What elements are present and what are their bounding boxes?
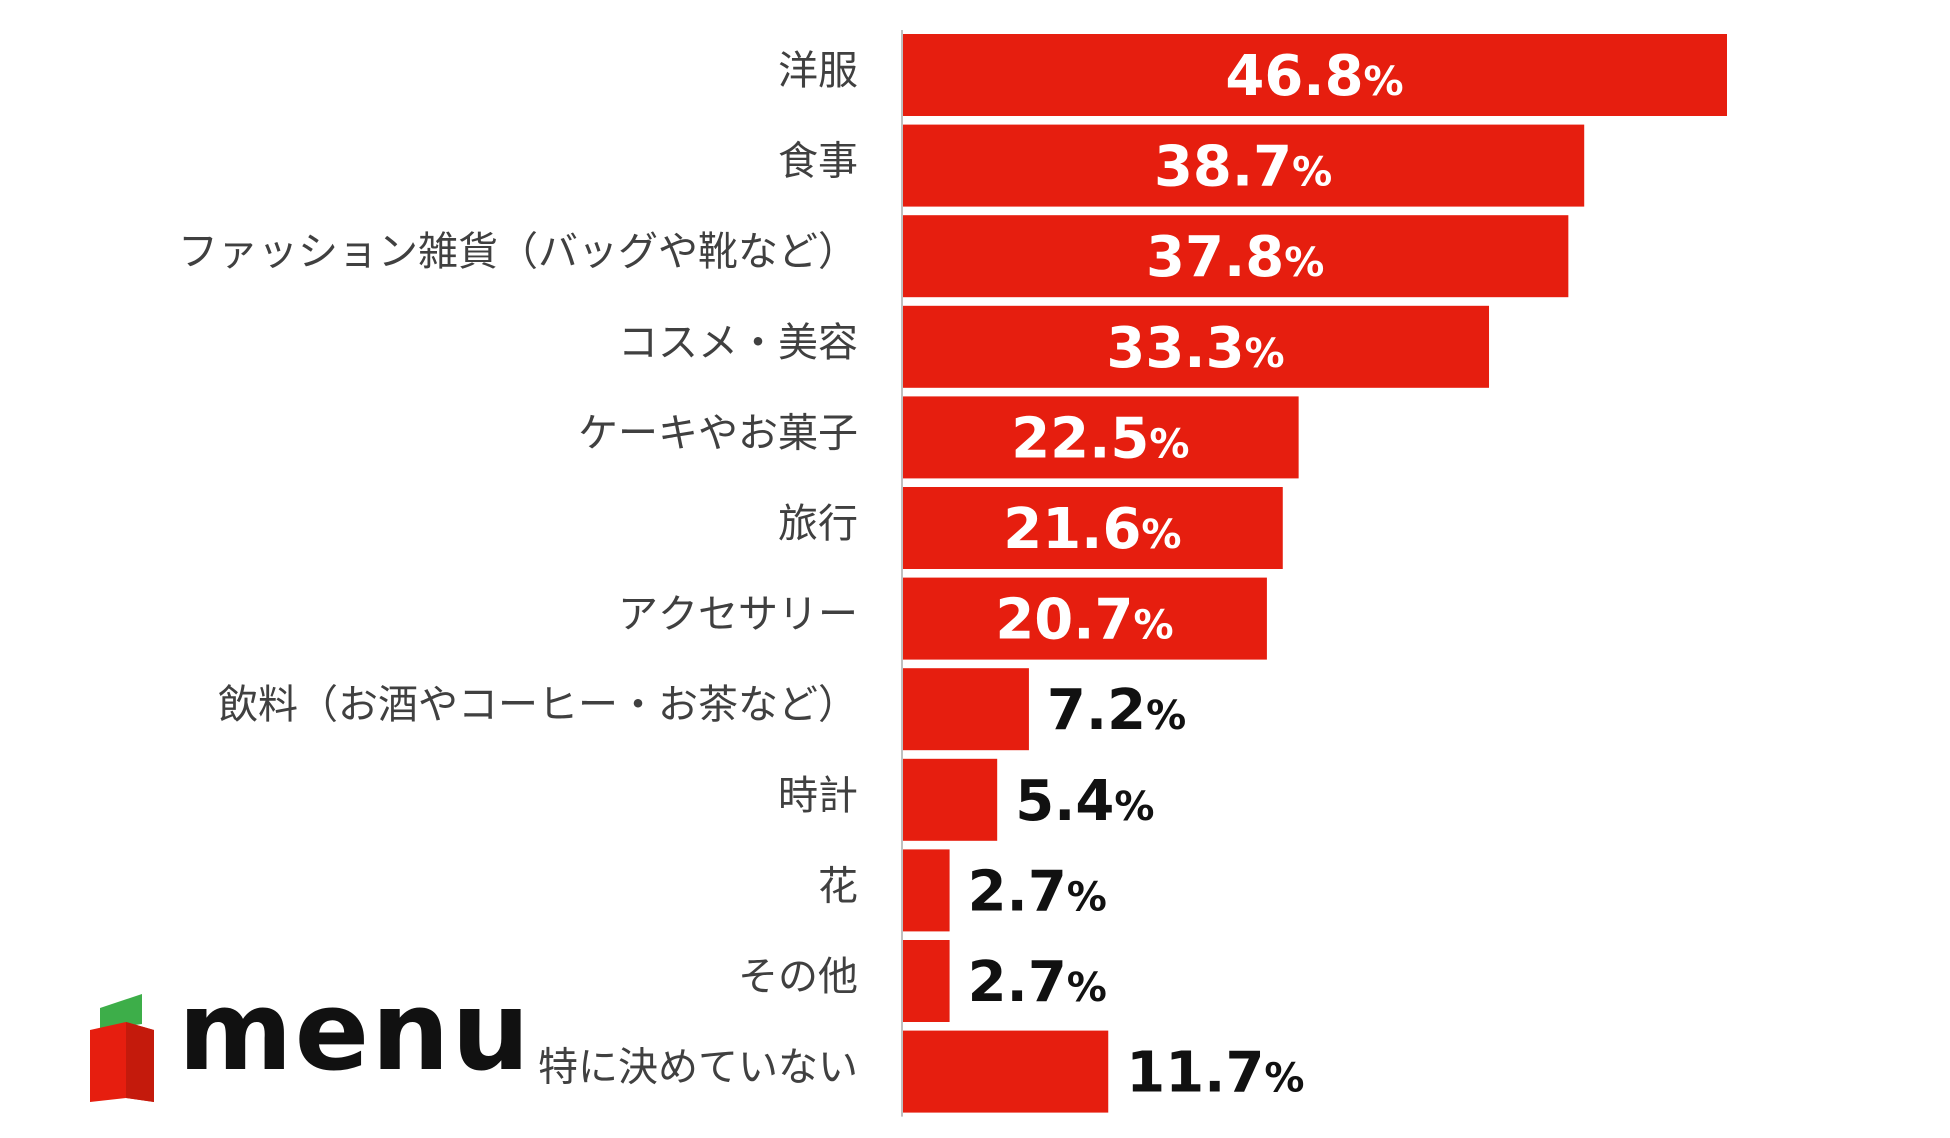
category-label: アクセサリー xyxy=(618,592,858,638)
bar xyxy=(902,849,950,932)
data-label: 2.7% xyxy=(968,859,1107,924)
data-label: 21.6% xyxy=(1003,497,1181,562)
bar xyxy=(902,1030,1109,1113)
bar xyxy=(902,487,1283,569)
data-label: 22.5% xyxy=(1011,406,1189,471)
bar xyxy=(902,668,1029,751)
data-label: 11.7% xyxy=(1126,1041,1304,1106)
bar xyxy=(902,396,1299,479)
data-label: 5.4% xyxy=(1015,769,1154,834)
bar xyxy=(902,215,1569,298)
bar xyxy=(902,577,1267,660)
category-label: 旅行 xyxy=(778,501,858,547)
data-label: 2.7% xyxy=(968,950,1107,1015)
bar xyxy=(902,124,1585,207)
menu-logo-wordmark: menu xyxy=(178,967,532,1095)
bar xyxy=(902,34,1727,116)
bar xyxy=(902,758,998,841)
category-label: 洋服 xyxy=(778,48,858,94)
category-label: ケーキやお菓子 xyxy=(578,410,858,456)
data-label: 38.7% xyxy=(1154,135,1332,200)
data-label: 37.8% xyxy=(1146,225,1324,290)
category-label: その他 xyxy=(738,954,858,1000)
data-label: 20.7% xyxy=(995,588,1173,653)
data-label: 46.8% xyxy=(1225,44,1403,109)
bar xyxy=(902,305,1490,388)
bars-group: 洋服 46.8% 食事 38.7% ファッション雑貨（バッグや靴など） 37.8% コスメ・… xyxy=(178,34,1727,1113)
category-label: 花 xyxy=(818,863,858,909)
category-label: 食事 xyxy=(778,139,858,185)
bar xyxy=(902,940,950,1022)
category-label: 特に決めていない xyxy=(538,1045,858,1091)
data-label: 7.2% xyxy=(1047,678,1186,743)
category-label: 飲料（お酒やコーヒー・お茶など） xyxy=(218,682,858,728)
category-label: コスメ・美容 xyxy=(618,320,858,366)
category-label: ファッション雑貨（バッグや靴など） xyxy=(178,229,858,275)
menu-logo: menu xyxy=(88,976,530,1110)
data-label: 33.3% xyxy=(1106,316,1284,381)
category-label: 時計 xyxy=(778,773,858,819)
menu-logo-icon xyxy=(90,994,154,1102)
